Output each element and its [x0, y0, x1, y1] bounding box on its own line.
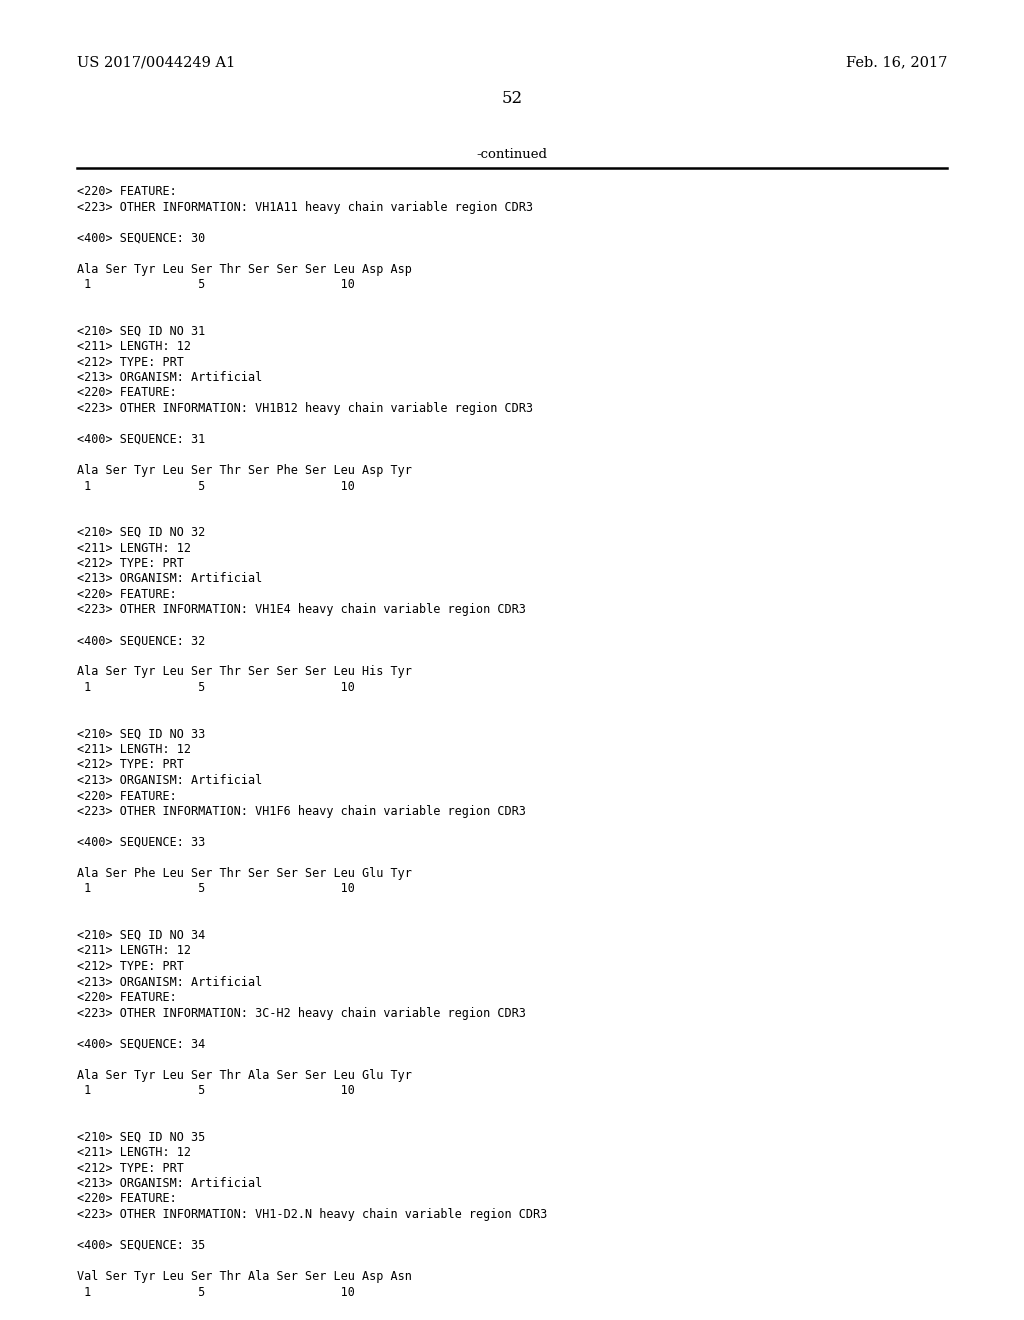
Text: <400> SEQUENCE: 32: <400> SEQUENCE: 32 [77, 635, 205, 648]
Text: <223> OTHER INFORMATION: VH1F6 heavy chain variable region CDR3: <223> OTHER INFORMATION: VH1F6 heavy cha… [77, 805, 525, 818]
Text: <210> SEQ ID NO 35: <210> SEQ ID NO 35 [77, 1130, 205, 1143]
Text: <400> SEQUENCE: 34: <400> SEQUENCE: 34 [77, 1038, 205, 1051]
Text: <220> FEATURE:: <220> FEATURE: [77, 387, 176, 400]
Text: <223> OTHER INFORMATION: 3C-H2 heavy chain variable region CDR3: <223> OTHER INFORMATION: 3C-H2 heavy cha… [77, 1006, 525, 1019]
Text: <223> OTHER INFORMATION: VH1A11 heavy chain variable region CDR3: <223> OTHER INFORMATION: VH1A11 heavy ch… [77, 201, 532, 214]
Text: <220> FEATURE:: <220> FEATURE: [77, 185, 176, 198]
Text: <220> FEATURE:: <220> FEATURE: [77, 587, 176, 601]
Text: -continued: -continued [476, 148, 548, 161]
Text: <210> SEQ ID NO 32: <210> SEQ ID NO 32 [77, 525, 205, 539]
Text: <211> LENGTH: 12: <211> LENGTH: 12 [77, 743, 190, 756]
Text: 52: 52 [502, 90, 522, 107]
Text: 1               5                   10: 1 5 10 [77, 1286, 354, 1299]
Text: <212> TYPE: PRT: <212> TYPE: PRT [77, 960, 183, 973]
Text: <223> OTHER INFORMATION: VH1E4 heavy chain variable region CDR3: <223> OTHER INFORMATION: VH1E4 heavy cha… [77, 603, 525, 616]
Text: <210> SEQ ID NO 34: <210> SEQ ID NO 34 [77, 929, 205, 942]
Text: <220> FEATURE:: <220> FEATURE: [77, 1192, 176, 1205]
Text: <213> ORGANISM: Artificial: <213> ORGANISM: Artificial [77, 573, 262, 586]
Text: <223> OTHER INFORMATION: VH1-D2.N heavy chain variable region CDR3: <223> OTHER INFORMATION: VH1-D2.N heavy … [77, 1208, 547, 1221]
Text: 1               5                   10: 1 5 10 [77, 1084, 354, 1097]
Text: <212> TYPE: PRT: <212> TYPE: PRT [77, 355, 183, 368]
Text: <400> SEQUENCE: 31: <400> SEQUENCE: 31 [77, 433, 205, 446]
Text: Feb. 16, 2017: Feb. 16, 2017 [846, 55, 947, 69]
Text: <213> ORGANISM: Artificial: <213> ORGANISM: Artificial [77, 774, 262, 787]
Text: <212> TYPE: PRT: <212> TYPE: PRT [77, 557, 183, 570]
Text: 1               5                   10: 1 5 10 [77, 681, 354, 694]
Text: 1               5                   10: 1 5 10 [77, 883, 354, 895]
Text: <220> FEATURE:: <220> FEATURE: [77, 789, 176, 803]
Text: <211> LENGTH: 12: <211> LENGTH: 12 [77, 541, 190, 554]
Text: <223> OTHER INFORMATION: VH1B12 heavy chain variable region CDR3: <223> OTHER INFORMATION: VH1B12 heavy ch… [77, 403, 532, 414]
Text: <211> LENGTH: 12: <211> LENGTH: 12 [77, 1146, 190, 1159]
Text: 1               5                   10: 1 5 10 [77, 479, 354, 492]
Text: US 2017/0044249 A1: US 2017/0044249 A1 [77, 55, 236, 69]
Text: Ala Ser Tyr Leu Ser Thr Ser Ser Ser Leu Asp Asp: Ala Ser Tyr Leu Ser Thr Ser Ser Ser Leu … [77, 263, 412, 276]
Text: <210> SEQ ID NO 33: <210> SEQ ID NO 33 [77, 727, 205, 741]
Text: Ala Ser Tyr Leu Ser Thr Ser Phe Ser Leu Asp Tyr: Ala Ser Tyr Leu Ser Thr Ser Phe Ser Leu … [77, 465, 412, 477]
Text: <213> ORGANISM: Artificial: <213> ORGANISM: Artificial [77, 975, 262, 989]
Text: Ala Ser Tyr Leu Ser Thr Ser Ser Ser Leu His Tyr: Ala Ser Tyr Leu Ser Thr Ser Ser Ser Leu … [77, 665, 412, 678]
Text: Ala Ser Phe Leu Ser Thr Ser Ser Ser Leu Glu Tyr: Ala Ser Phe Leu Ser Thr Ser Ser Ser Leu … [77, 867, 412, 880]
Text: <211> LENGTH: 12: <211> LENGTH: 12 [77, 945, 190, 957]
Text: <210> SEQ ID NO 31: <210> SEQ ID NO 31 [77, 325, 205, 338]
Text: Ala Ser Tyr Leu Ser Thr Ala Ser Ser Leu Glu Tyr: Ala Ser Tyr Leu Ser Thr Ala Ser Ser Leu … [77, 1068, 412, 1081]
Text: <400> SEQUENCE: 33: <400> SEQUENCE: 33 [77, 836, 205, 849]
Text: <213> ORGANISM: Artificial: <213> ORGANISM: Artificial [77, 371, 262, 384]
Text: Val Ser Tyr Leu Ser Thr Ala Ser Ser Leu Asp Asn: Val Ser Tyr Leu Ser Thr Ala Ser Ser Leu … [77, 1270, 412, 1283]
Text: <400> SEQUENCE: 30: <400> SEQUENCE: 30 [77, 231, 205, 244]
Text: <400> SEQUENCE: 35: <400> SEQUENCE: 35 [77, 1239, 205, 1251]
Text: <213> ORGANISM: Artificial: <213> ORGANISM: Artificial [77, 1177, 262, 1191]
Text: <212> TYPE: PRT: <212> TYPE: PRT [77, 759, 183, 771]
Text: <220> FEATURE:: <220> FEATURE: [77, 991, 176, 1005]
Text: 1               5                   10: 1 5 10 [77, 279, 354, 290]
Text: <212> TYPE: PRT: <212> TYPE: PRT [77, 1162, 183, 1175]
Text: <211> LENGTH: 12: <211> LENGTH: 12 [77, 341, 190, 352]
